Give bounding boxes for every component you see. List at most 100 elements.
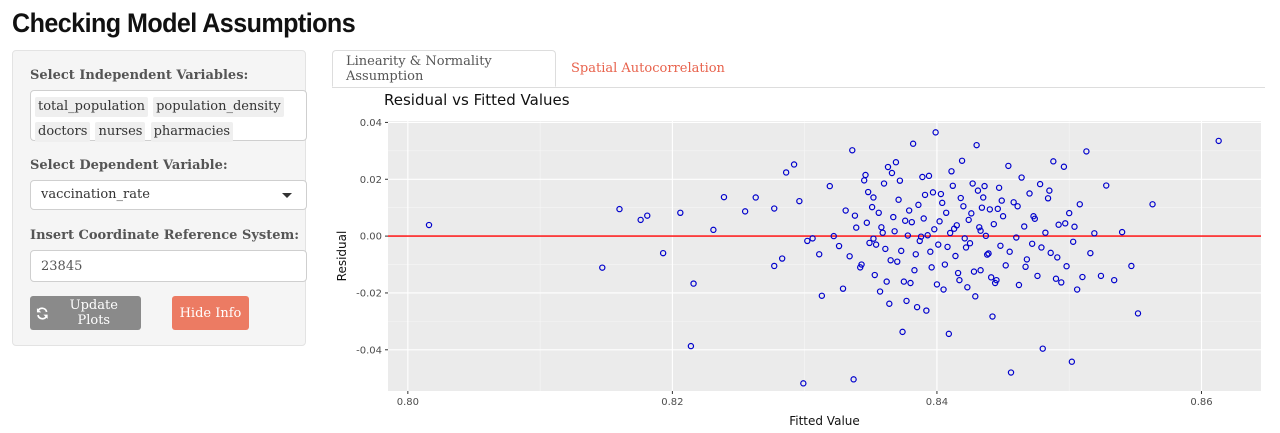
- data-point: [927, 248, 934, 255]
- data-point: [983, 251, 991, 258]
- independent-variables-select[interactable]: total_population population_density doct…: [30, 90, 307, 142]
- data-point: [932, 129, 939, 136]
- selected-variable-tag[interactable]: nurses: [95, 122, 146, 142]
- data-point: [966, 240, 974, 247]
- selected-variable-tag[interactable]: population_density: [153, 97, 284, 117]
- data-point: [949, 182, 957, 190]
- tab-linearity-normality[interactable]: Linearity & Normality Assumption: [332, 50, 556, 87]
- data-point: [826, 182, 833, 190]
- data-point: [778, 255, 786, 262]
- data-point: [1013, 234, 1020, 241]
- data-point: [1050, 158, 1057, 165]
- plot-panel: [388, 121, 1261, 391]
- data-point: [929, 189, 937, 196]
- data-point: [986, 206, 994, 213]
- data-point: [976, 224, 983, 231]
- dependent-variable-select[interactable]: vaccination_rate: [30, 180, 307, 210]
- data-point: [771, 205, 778, 212]
- data-point: [933, 281, 941, 288]
- data-point: [864, 188, 872, 196]
- crs-input[interactable]: [31, 251, 306, 281]
- selected-variable-tag[interactable]: pharmacies: [150, 122, 234, 142]
- data-point: [968, 210, 975, 217]
- data-point: [1044, 195, 1052, 202]
- update-plots-button[interactable]: Update Plots: [30, 296, 141, 330]
- data-point: [1118, 228, 1126, 236]
- data-point: [886, 300, 893, 307]
- data-point: [972, 293, 979, 300]
- data-point: [913, 303, 921, 311]
- data-point: [931, 226, 938, 233]
- data-point: [1128, 262, 1135, 270]
- data-point: [894, 258, 901, 265]
- data-point: [937, 190, 945, 198]
- data-point: [994, 205, 1001, 213]
- axis-ticks: 0.80 0.82 0.84 0.86 -0.04 -0.02 0.00 0.02 0.04: [356, 118, 1212, 408]
- data-point: [954, 269, 962, 277]
- data-point: [892, 159, 900, 166]
- selected-variable-tag[interactable]: total_population: [35, 97, 149, 117]
- data-point: [1076, 201, 1083, 208]
- data-point: [919, 173, 926, 181]
- data-point: [1014, 203, 1021, 210]
- data-point: [882, 245, 889, 253]
- data-point: [1006, 248, 1013, 255]
- data-point: [800, 380, 807, 387]
- selected-variable-tag[interactable]: doctors: [35, 122, 91, 142]
- data-point: [920, 215, 927, 222]
- data-point: [425, 221, 433, 229]
- chevron-down-icon[interactable]: [282, 193, 292, 198]
- tab-spatial-autocorrelation[interactable]: Spatial Autocorrelation: [558, 50, 738, 87]
- data-point: [1005, 162, 1012, 170]
- data-point: [866, 239, 873, 247]
- refresh-icon: [36, 306, 48, 320]
- data-point: [921, 191, 929, 199]
- data-point: [890, 213, 897, 221]
- y-tick-label: -0.04: [356, 345, 382, 356]
- data-point: [1060, 163, 1068, 170]
- dependent-variable-label: Select Dependent Variable:: [30, 158, 228, 173]
- data-point: [944, 243, 951, 251]
- data-point: [982, 232, 990, 240]
- data-point: [1022, 263, 1029, 270]
- data-point: [1038, 244, 1045, 251]
- x-tick-label: 0.82: [661, 397, 683, 408]
- data-point: [872, 241, 880, 248]
- data-point: [1063, 263, 1070, 270]
- data-point: [1068, 358, 1076, 365]
- data-point: [958, 157, 966, 164]
- data-point: [850, 376, 857, 383]
- data-point: [1097, 272, 1105, 280]
- data-point: [935, 241, 942, 248]
- data-point: [941, 261, 949, 268]
- data-point: [1047, 249, 1054, 257]
- data-point: [989, 313, 996, 320]
- data-point: [1007, 369, 1015, 376]
- data-point: [880, 180, 888, 187]
- data-point: [940, 286, 947, 293]
- data-point: [977, 267, 984, 274]
- data-point: [939, 199, 946, 207]
- data-point: [876, 288, 884, 295]
- data-point: [987, 274, 995, 281]
- data-point: [790, 161, 798, 168]
- data-point: [1066, 209, 1073, 217]
- data-point: [1069, 238, 1077, 245]
- data-point: [977, 227, 984, 234]
- data-point: [1030, 213, 1037, 220]
- data-point: [952, 252, 959, 260]
- hide-info-button[interactable]: Hide Info: [172, 296, 249, 330]
- data-point: [878, 224, 885, 231]
- data-point: [1091, 230, 1098, 237]
- data-point: [741, 208, 749, 215]
- data-point: [901, 217, 909, 224]
- data-point: [677, 209, 684, 217]
- y-tick-label: -0.02: [356, 288, 382, 299]
- crs-field-wrapper: [30, 250, 307, 282]
- data-point: [961, 235, 968, 242]
- data-point: [1079, 273, 1086, 281]
- data-point: [846, 253, 853, 260]
- data-point: [909, 140, 917, 147]
- page-title: Checking Model Assumptions: [12, 8, 356, 38]
- y-axis-label: Residual: [335, 231, 349, 282]
